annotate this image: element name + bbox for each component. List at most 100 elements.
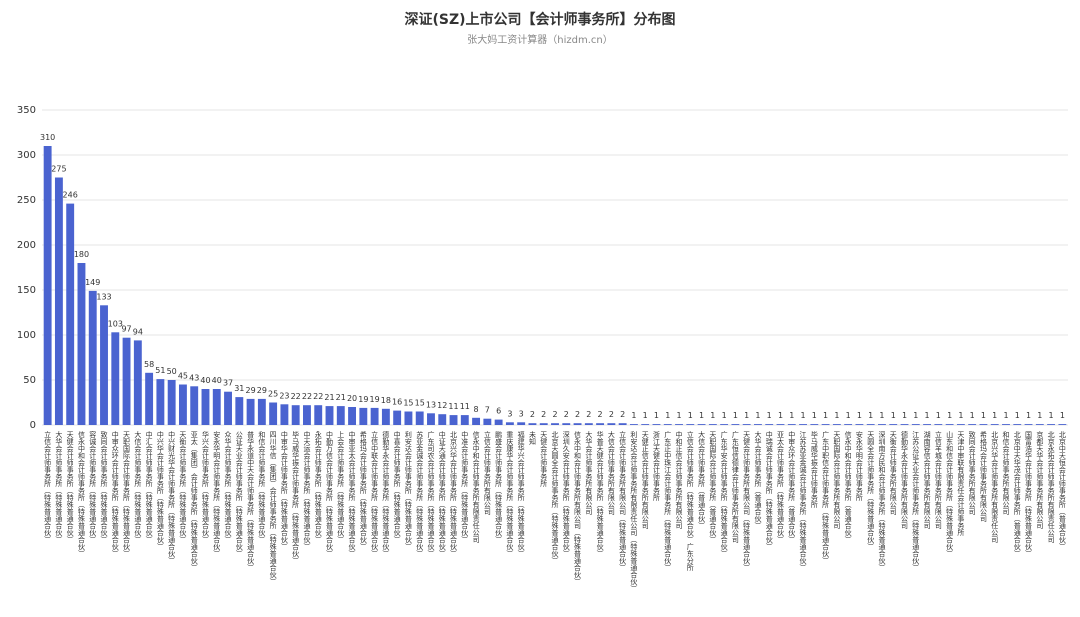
- bar: [517, 422, 526, 425]
- y-tick-label: 350: [17, 105, 36, 116]
- value-label: 2: [530, 410, 535, 419]
- value-label: 45: [178, 372, 188, 381]
- chart-title: 深证(SZ)上市公司【会计师事务所】分布图: [404, 11, 675, 28]
- value-label: 1: [1060, 411, 1065, 420]
- x-tick-label: 利安达会计师事务所（特殊普通合伙）: [404, 430, 412, 550]
- x-tick-label: 信永中和会计师事务所有限公司（特殊普通合伙）: [574, 430, 582, 585]
- x-tick-label: 中瑞诚会计师事务所（特殊普通合伙）: [765, 430, 773, 550]
- value-label: 1: [733, 411, 738, 420]
- y-tick-label: 200: [17, 240, 36, 251]
- x-tick-label: 和信会计师事务所有限公司: [1002, 430, 1010, 515]
- value-label: 2: [620, 410, 625, 419]
- x-tick-label: 安永华明会计师事务所: [855, 430, 863, 502]
- x-tick-label: 天衡会计师事务所（特殊普通合伙）: [179, 431, 187, 543]
- value-label: 1: [1026, 411, 1031, 420]
- value-label: 1: [767, 411, 772, 420]
- bar: [291, 405, 300, 425]
- x-tick-label: 天职国际会计师事务所（特殊普通合伙）: [123, 431, 131, 557]
- bar: [77, 263, 86, 425]
- value-label: 1: [846, 411, 851, 420]
- x-tick-label: 山东和信会计师事务所（特殊普通合伙）: [946, 430, 954, 557]
- bar: [539, 423, 548, 425]
- y-tick-label: 250: [17, 195, 36, 206]
- value-label: 31: [234, 384, 244, 393]
- bar: [697, 424, 706, 425]
- bar: [178, 384, 187, 425]
- value-label: 50: [167, 367, 177, 376]
- value-label: 1: [722, 411, 727, 420]
- x-tick-label: 广东恒信德律会计师事务所有限公司: [731, 430, 739, 543]
- bar: [1013, 424, 1022, 425]
- value-label: 25: [268, 390, 278, 399]
- x-tick-label: 中汇会计师事务所（特殊普通合伙）: [145, 430, 153, 543]
- x-tick-label: 浙江天健会计师事务所: [652, 430, 660, 502]
- bar: [235, 397, 244, 425]
- value-label: 1: [913, 411, 918, 420]
- x-tick-label: 北京永拓会计师事务所有限责任公司: [1047, 431, 1055, 543]
- bar: [370, 407, 379, 425]
- value-label: 40: [200, 376, 210, 385]
- bar: [393, 410, 402, 425]
- value-label: 3: [519, 409, 524, 418]
- value-label: 1: [936, 411, 941, 420]
- bar: [100, 305, 108, 425]
- bar: [573, 423, 582, 425]
- value-label: 15: [415, 399, 425, 408]
- x-tick-label: 中天运会计师事务所（特殊普通合伙）: [303, 430, 311, 550]
- y-tick-label: 300: [17, 150, 36, 161]
- value-label: 40: [212, 376, 222, 385]
- x-tick-label: 大华会计师事务所有限公司: [585, 430, 593, 515]
- value-label: 103: [108, 319, 123, 328]
- value-label: 8: [474, 405, 479, 414]
- bar: [54, 177, 63, 425]
- x-tick-label: 立信会计师事务所有限公司: [483, 430, 491, 515]
- bar: [359, 407, 368, 425]
- value-label: 22: [302, 392, 312, 401]
- x-tick-label: 苏亚金诚会计师事务所（特殊普通合伙）: [416, 430, 424, 557]
- value-label: 19: [370, 395, 380, 404]
- bar: [494, 419, 503, 425]
- x-tick-label: 重庆康华会计师事务所（特殊普通合伙）: [506, 431, 514, 557]
- bar: [618, 423, 627, 425]
- x-tick-label: 湖南容信会计师事务所有限公司: [923, 430, 931, 529]
- value-label: 1: [755, 411, 760, 420]
- bar: [325, 406, 334, 425]
- value-label: 23: [279, 391, 289, 400]
- value-label: 11: [460, 402, 470, 411]
- x-tick-label: 华兴会计师事务所（特殊普通合伙）: [201, 430, 209, 543]
- value-label: 22: [291, 392, 301, 401]
- bar: [742, 424, 751, 425]
- value-label: 2: [586, 410, 591, 419]
- x-tick-label: 深圳久安会计师事务所（特殊普通合伙）: [562, 430, 570, 557]
- x-tick-label: 永拓会计师事务所（特殊普通合伙）: [314, 430, 322, 543]
- bar: [810, 424, 819, 425]
- x-tick-label: 中证天通会计师事务所（特殊普通合伙）: [438, 430, 446, 557]
- x-tick-label: 天职国际会计师事务所（普通合伙）: [709, 431, 717, 543]
- bar: [607, 423, 616, 425]
- value-label: 1: [699, 411, 704, 420]
- x-tick-label: 德勤华永会计师事务所有限公司: [901, 430, 909, 529]
- bar: [438, 414, 447, 425]
- value-label: 275: [51, 165, 66, 174]
- value-label: 310: [40, 133, 55, 142]
- bar: [1024, 424, 1033, 425]
- bar: [878, 424, 886, 425]
- bar: [348, 407, 357, 425]
- value-label: 2: [575, 410, 580, 419]
- bar: [889, 424, 898, 425]
- x-tick-label: 上会会计师事务所（特殊普通合伙）: [337, 430, 345, 543]
- x-tick-label: 公证天业会计师事务所（特殊普通合伙）: [235, 431, 243, 557]
- x-tick-label: 和信会计师事务所（特殊普通合伙）: [258, 430, 266, 543]
- bar: [257, 398, 266, 425]
- value-label: 94: [133, 327, 143, 336]
- value-label: 1: [631, 411, 636, 420]
- value-label: 1: [970, 411, 975, 420]
- bar: [381, 408, 390, 425]
- x-tick-label: 大信会计师事务所（特殊普通合伙）: [134, 430, 142, 543]
- x-tick-label: 毕马威华振会计师事务所: [810, 430, 818, 509]
- bar: [224, 391, 232, 425]
- x-tick-label: 希格玛会计师事务所有限公司: [979, 430, 987, 522]
- x-tick-label: 中勤万信会计师事务所（特殊普通合伙）: [326, 430, 334, 557]
- x-tick-label: 未知: [528, 430, 536, 446]
